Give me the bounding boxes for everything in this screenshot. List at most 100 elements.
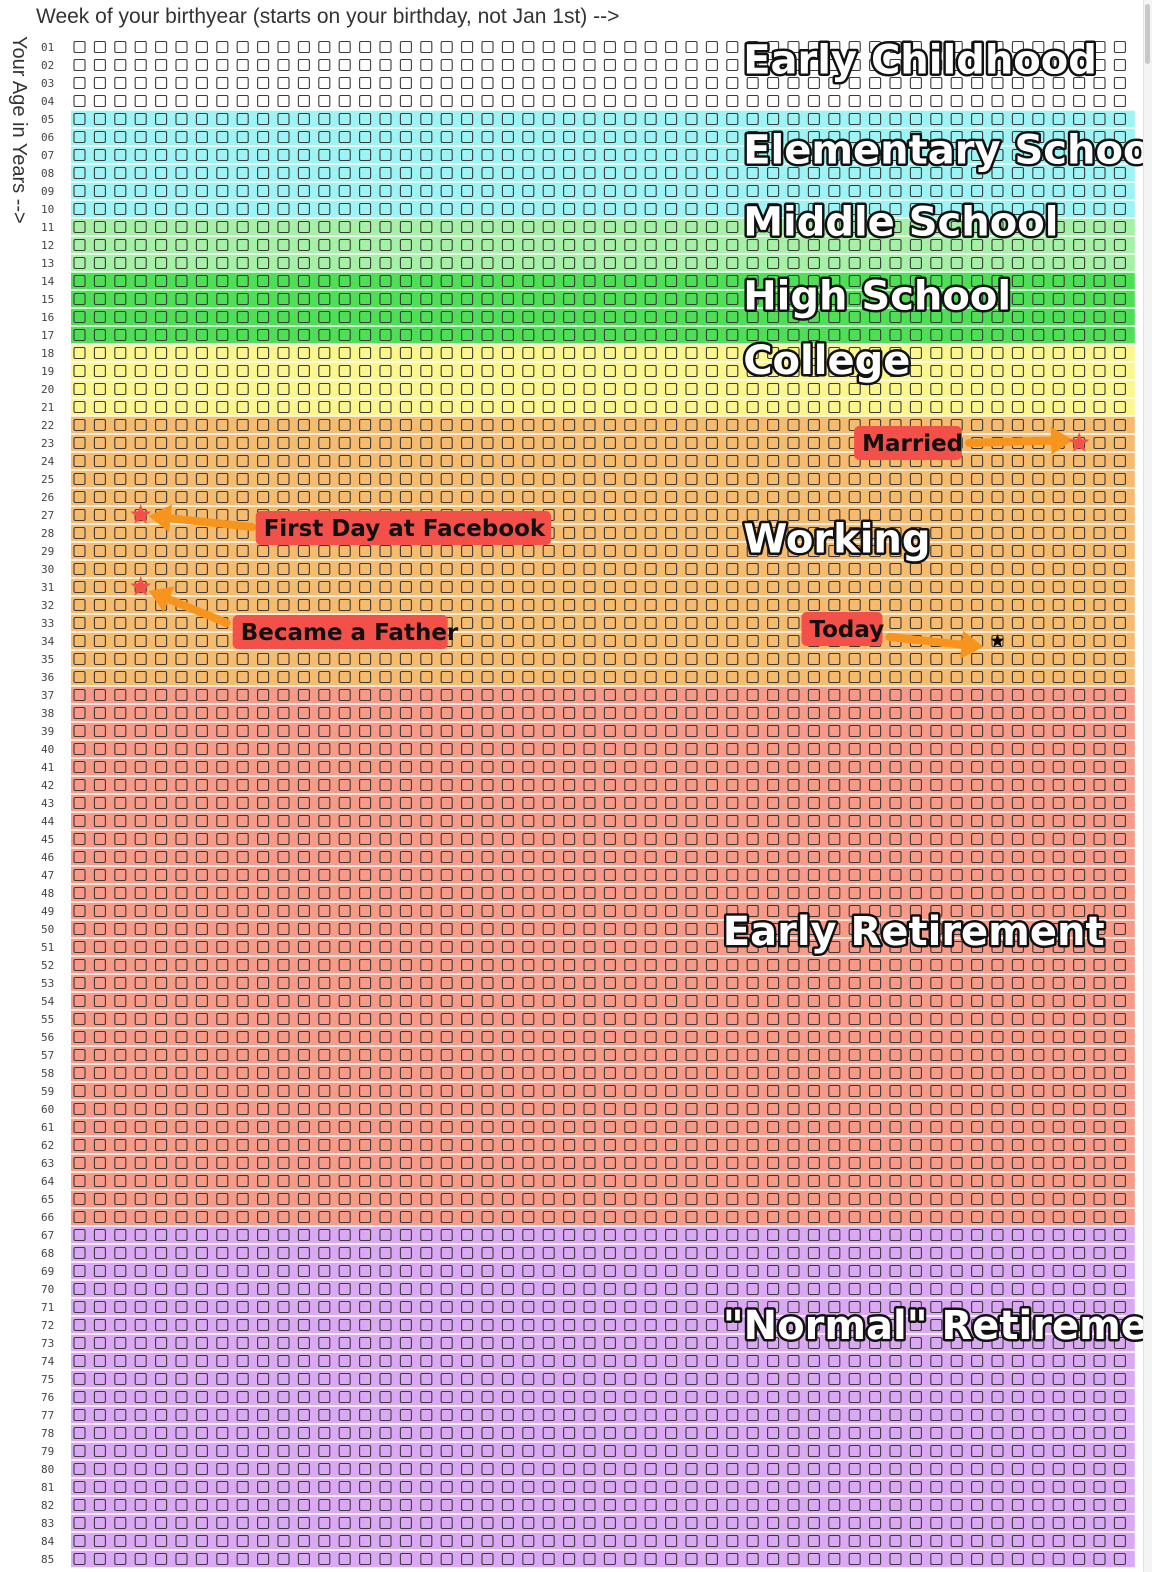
week-box [991,724,1004,738]
week-box [603,1534,616,1548]
week-box [93,220,106,234]
week-box [542,742,555,756]
week-box [603,148,616,162]
week-box [828,184,841,198]
week-box [950,616,963,630]
week-box [930,1444,943,1458]
week-box [1073,1480,1086,1494]
week-box [971,598,984,612]
week-box [440,760,453,774]
week-box [624,1516,637,1530]
week-box [563,382,576,396]
week-box [277,796,290,810]
week-box [644,184,657,198]
week-box [848,1480,861,1494]
week-box [114,778,127,792]
week-box [318,1516,331,1530]
week-box [501,994,514,1008]
week-box [869,1300,882,1314]
week-box [542,688,555,702]
week-box [1113,688,1126,702]
week-box [318,1552,331,1566]
week-box [379,1030,392,1044]
week-box [787,850,800,864]
week-box [991,184,1004,198]
week-box [73,1300,86,1314]
week-box [114,922,127,936]
week-box [1073,238,1086,252]
week-box [1032,292,1045,306]
week-box [889,1372,902,1386]
week-box [73,58,86,72]
week-box [440,1552,453,1566]
week-box [134,1120,147,1134]
week-box [767,40,780,54]
week-box [73,148,86,162]
week-box [848,544,861,558]
week-box [971,166,984,180]
week-box [971,1066,984,1080]
week-box [603,112,616,126]
week-box [236,58,249,72]
week-box [175,1318,188,1332]
week-box [1113,1480,1126,1494]
row-label-45: 45 [41,833,54,846]
week-box [930,472,943,486]
week-box [318,184,331,198]
week-box [257,1318,270,1332]
week-box [175,1408,188,1422]
week-box [1093,1516,1106,1530]
week-box [134,1048,147,1062]
week-box [624,328,637,342]
week-box [583,634,596,648]
week-box [1113,1300,1126,1314]
week-box [563,544,576,558]
week-box [297,832,310,846]
week-box [277,904,290,918]
week-box [236,724,249,738]
week-box [889,1552,902,1566]
week-box [522,868,535,882]
week-box [93,1336,106,1350]
week-box [318,1084,331,1098]
week-box [563,1228,576,1242]
week-box [461,328,474,342]
week-box [134,940,147,954]
week-box [624,112,637,126]
week-box [420,544,433,558]
week-box [767,1426,780,1440]
week-box [828,40,841,54]
week-box [379,1516,392,1530]
week-box [1073,310,1086,324]
week-box [767,472,780,486]
week-box [930,346,943,360]
week-box [420,1480,433,1494]
week-box [134,526,147,540]
week-box [1093,148,1106,162]
week-box [1032,1354,1045,1368]
scrollbar-track[interactable] [1143,0,1152,1572]
week-box [583,1408,596,1422]
week-box [746,940,759,954]
week-box [726,886,739,900]
week-box [155,148,168,162]
week-box [93,724,106,738]
week-box [991,94,1004,108]
week-box [257,598,270,612]
week-box [1093,382,1106,396]
week-box [114,796,127,810]
week-box [1113,1246,1126,1260]
week-box [563,202,576,216]
week-box [889,994,902,1008]
week-box [399,652,412,666]
week-box [644,292,657,306]
scrollbar-thumb[interactable] [1145,4,1150,64]
week-box [624,58,637,72]
week-box [644,1480,657,1494]
week-box [134,1192,147,1206]
week-box [1011,1534,1024,1548]
week-box [461,652,474,666]
week-box [1032,490,1045,504]
week-box [1032,526,1045,540]
week-box [461,904,474,918]
